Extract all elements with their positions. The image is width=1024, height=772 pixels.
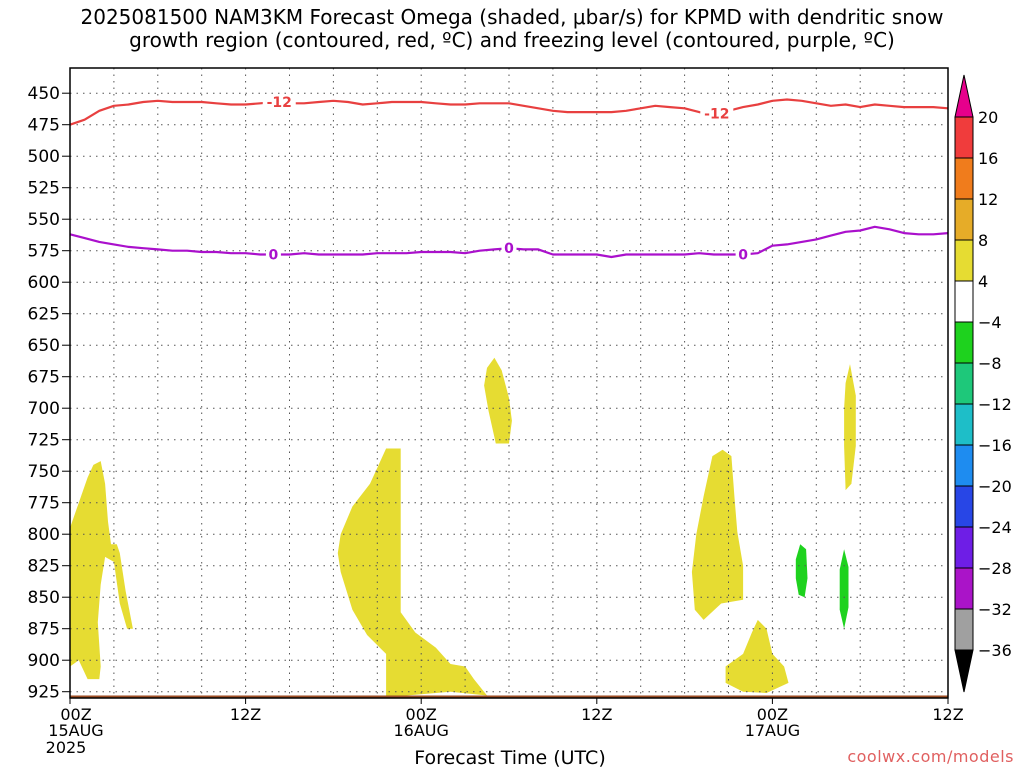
- chart-title-line-2: growth region (contoured, red, ºC) and f…: [129, 28, 895, 52]
- y-tick-label-650: 650: [28, 336, 60, 356]
- y-tick-label-825: 825: [28, 557, 60, 577]
- contour-label-1-2: -12: [704, 106, 729, 122]
- y-tick-label-525: 525: [28, 179, 60, 199]
- colorbar: 20 16 12 8 4 −4 −8 −12 −16 −20 −24 −28 −32 −36: [954, 74, 1012, 693]
- x-tick-date-24: 16AUG: [393, 721, 448, 740]
- colorbar-label-4: 8: [978, 231, 988, 250]
- colorbar-label-3: 12: [978, 190, 998, 209]
- x-axis-title: Forecast Time (UTC): [414, 747, 605, 768]
- colorbar-top-arrow: [954, 74, 974, 118]
- colorbar-bottom-arrow: [954, 649, 974, 693]
- omega-shaded-region-7: [795, 544, 808, 598]
- x-tick-label-0: 00Z: [60, 705, 91, 724]
- colorbar-label-6: −4: [978, 313, 1002, 332]
- colorbar-bin-13: [954, 608, 974, 651]
- y-tick-label-800: 800: [28, 525, 60, 545]
- omega-shaded-region-8: [839, 549, 849, 629]
- x-tick-label-36: 12Z: [581, 705, 612, 724]
- omega-shaded-region-6: [844, 364, 856, 491]
- x-tick-date-0: 15AUG: [48, 721, 103, 740]
- x-tick-label-24: 00Z: [406, 705, 437, 724]
- y-tick-label-925: 925: [28, 683, 60, 703]
- contour-label-bg-2-2: [501, 240, 517, 257]
- colorbar-bin-8: [954, 403, 974, 446]
- x-tick-label-60: 12Z: [932, 705, 963, 724]
- y-tick-label-450: 450: [28, 84, 60, 104]
- colorbar-bin-1: [954, 116, 974, 159]
- colorbar-label-1: 20: [978, 108, 998, 127]
- x-tick-date-48: 17AUG: [745, 721, 800, 740]
- chart-title-line-1: 2025081500 NAM3KM Forecast Omega (shaded…: [81, 5, 944, 29]
- contour-label-bg-2-1: [265, 246, 281, 263]
- y-tick-label-550: 550: [28, 210, 60, 230]
- colorbar-bin-3: [954, 198, 974, 241]
- colorbar-label-8: −12: [978, 395, 1012, 414]
- colorbar-label-9: −16: [978, 436, 1012, 455]
- colorbar-bin-6: [954, 321, 974, 364]
- colorbar-bin-7: [954, 362, 974, 405]
- colorbar-bin-12: [954, 567, 974, 610]
- omega-shaded-region-5: [725, 619, 789, 693]
- contour-line-1: [69, 98, 949, 126]
- contour-label-bg-2-3: [735, 246, 751, 263]
- colorbar-label-7: −8: [978, 354, 1002, 373]
- y-tick-label-700: 700: [28, 399, 60, 419]
- colorbar-bin-2: [954, 157, 974, 200]
- colorbar-bin-4: [954, 239, 974, 282]
- x-tick-label-12: 12Z: [230, 705, 261, 724]
- y-tick-label-900: 900: [28, 651, 60, 671]
- omega-shaded-region-4: [691, 449, 744, 620]
- colorbar-bin-10: [954, 485, 974, 528]
- y-tick-label-625: 625: [28, 305, 60, 325]
- axes: 450 475 500 525 550 575 600 625 650 675 700 725 750 7…: [28, 67, 964, 757]
- omega-shaded-region-2: [337, 448, 487, 698]
- omega-shaded-region-1: [70, 461, 133, 680]
- y-tick-label-725: 725: [28, 431, 60, 451]
- colorbar-label-11: −24: [978, 518, 1012, 537]
- y-tick-label-850: 850: [28, 588, 60, 608]
- y-tick-label-475: 475: [28, 116, 60, 136]
- y-tick-label-775: 775: [28, 494, 60, 514]
- omega-shaded-region-3: [484, 357, 512, 444]
- x-tick-label-48: 00Z: [757, 705, 788, 724]
- contour-label-1-1: -12: [267, 95, 292, 111]
- contour-label-bg-1-2: [700, 105, 734, 122]
- colorbar-label-12: −28: [978, 559, 1012, 578]
- x-tick-year-0: 2025: [46, 738, 87, 757]
- contour-label-2-3: 0: [738, 247, 748, 263]
- colorbar-bin-5: [954, 280, 974, 323]
- y-tick-label-600: 600: [28, 273, 60, 293]
- plot-area: -12 -12 0 0 0: [69, 68, 949, 698]
- y-tick-label-575: 575: [28, 242, 60, 262]
- contour-label-2-1: 0: [269, 247, 279, 263]
- colorbar-label-13: −32: [978, 600, 1012, 619]
- plot-frame: [69, 67, 949, 699]
- y-tick-label-500: 500: [28, 147, 60, 167]
- contour-label-bg-1-1: [262, 94, 296, 111]
- y-tick-label-750: 750: [28, 462, 60, 482]
- colorbar-label-2: 16: [978, 149, 998, 168]
- colorbar-label-5: 4: [978, 272, 988, 291]
- y-tick-label-675: 675: [28, 368, 60, 388]
- terrain-strip: [70, 695, 948, 698]
- watermark: coolwx.com/models: [847, 747, 1014, 766]
- y-tick-label-875: 875: [28, 620, 60, 640]
- colorbar-bin-9: [954, 444, 974, 487]
- colorbar-bin-11: [954, 526, 974, 569]
- colorbar-label-14: −36: [978, 641, 1012, 660]
- contour-label-2-2: 0: [504, 241, 514, 257]
- colorbar-label-10: −20: [978, 477, 1012, 496]
